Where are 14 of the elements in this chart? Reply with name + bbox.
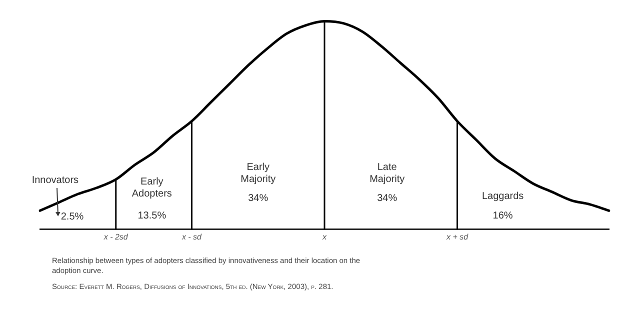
annotation: Early Majority (240, 162, 276, 185)
x-tick-label: x (322, 232, 328, 242)
x-tick-label: x - 2sd (102, 232, 128, 242)
annotation: 2.5% (60, 212, 84, 223)
annotation: Late Majority (370, 162, 405, 185)
annotation: 34% (248, 192, 268, 204)
x-tick-label: x - sd (180, 232, 202, 242)
annotation: 34% (377, 192, 398, 204)
annotation: 13.5% (138, 210, 166, 222)
annotation: 16% (492, 210, 513, 222)
x-tick-label: x + sd (445, 232, 469, 242)
annotation: Laggards (482, 190, 524, 202)
annotation: Innovators (32, 175, 79, 186)
annotation: Early Adopters (132, 176, 172, 200)
